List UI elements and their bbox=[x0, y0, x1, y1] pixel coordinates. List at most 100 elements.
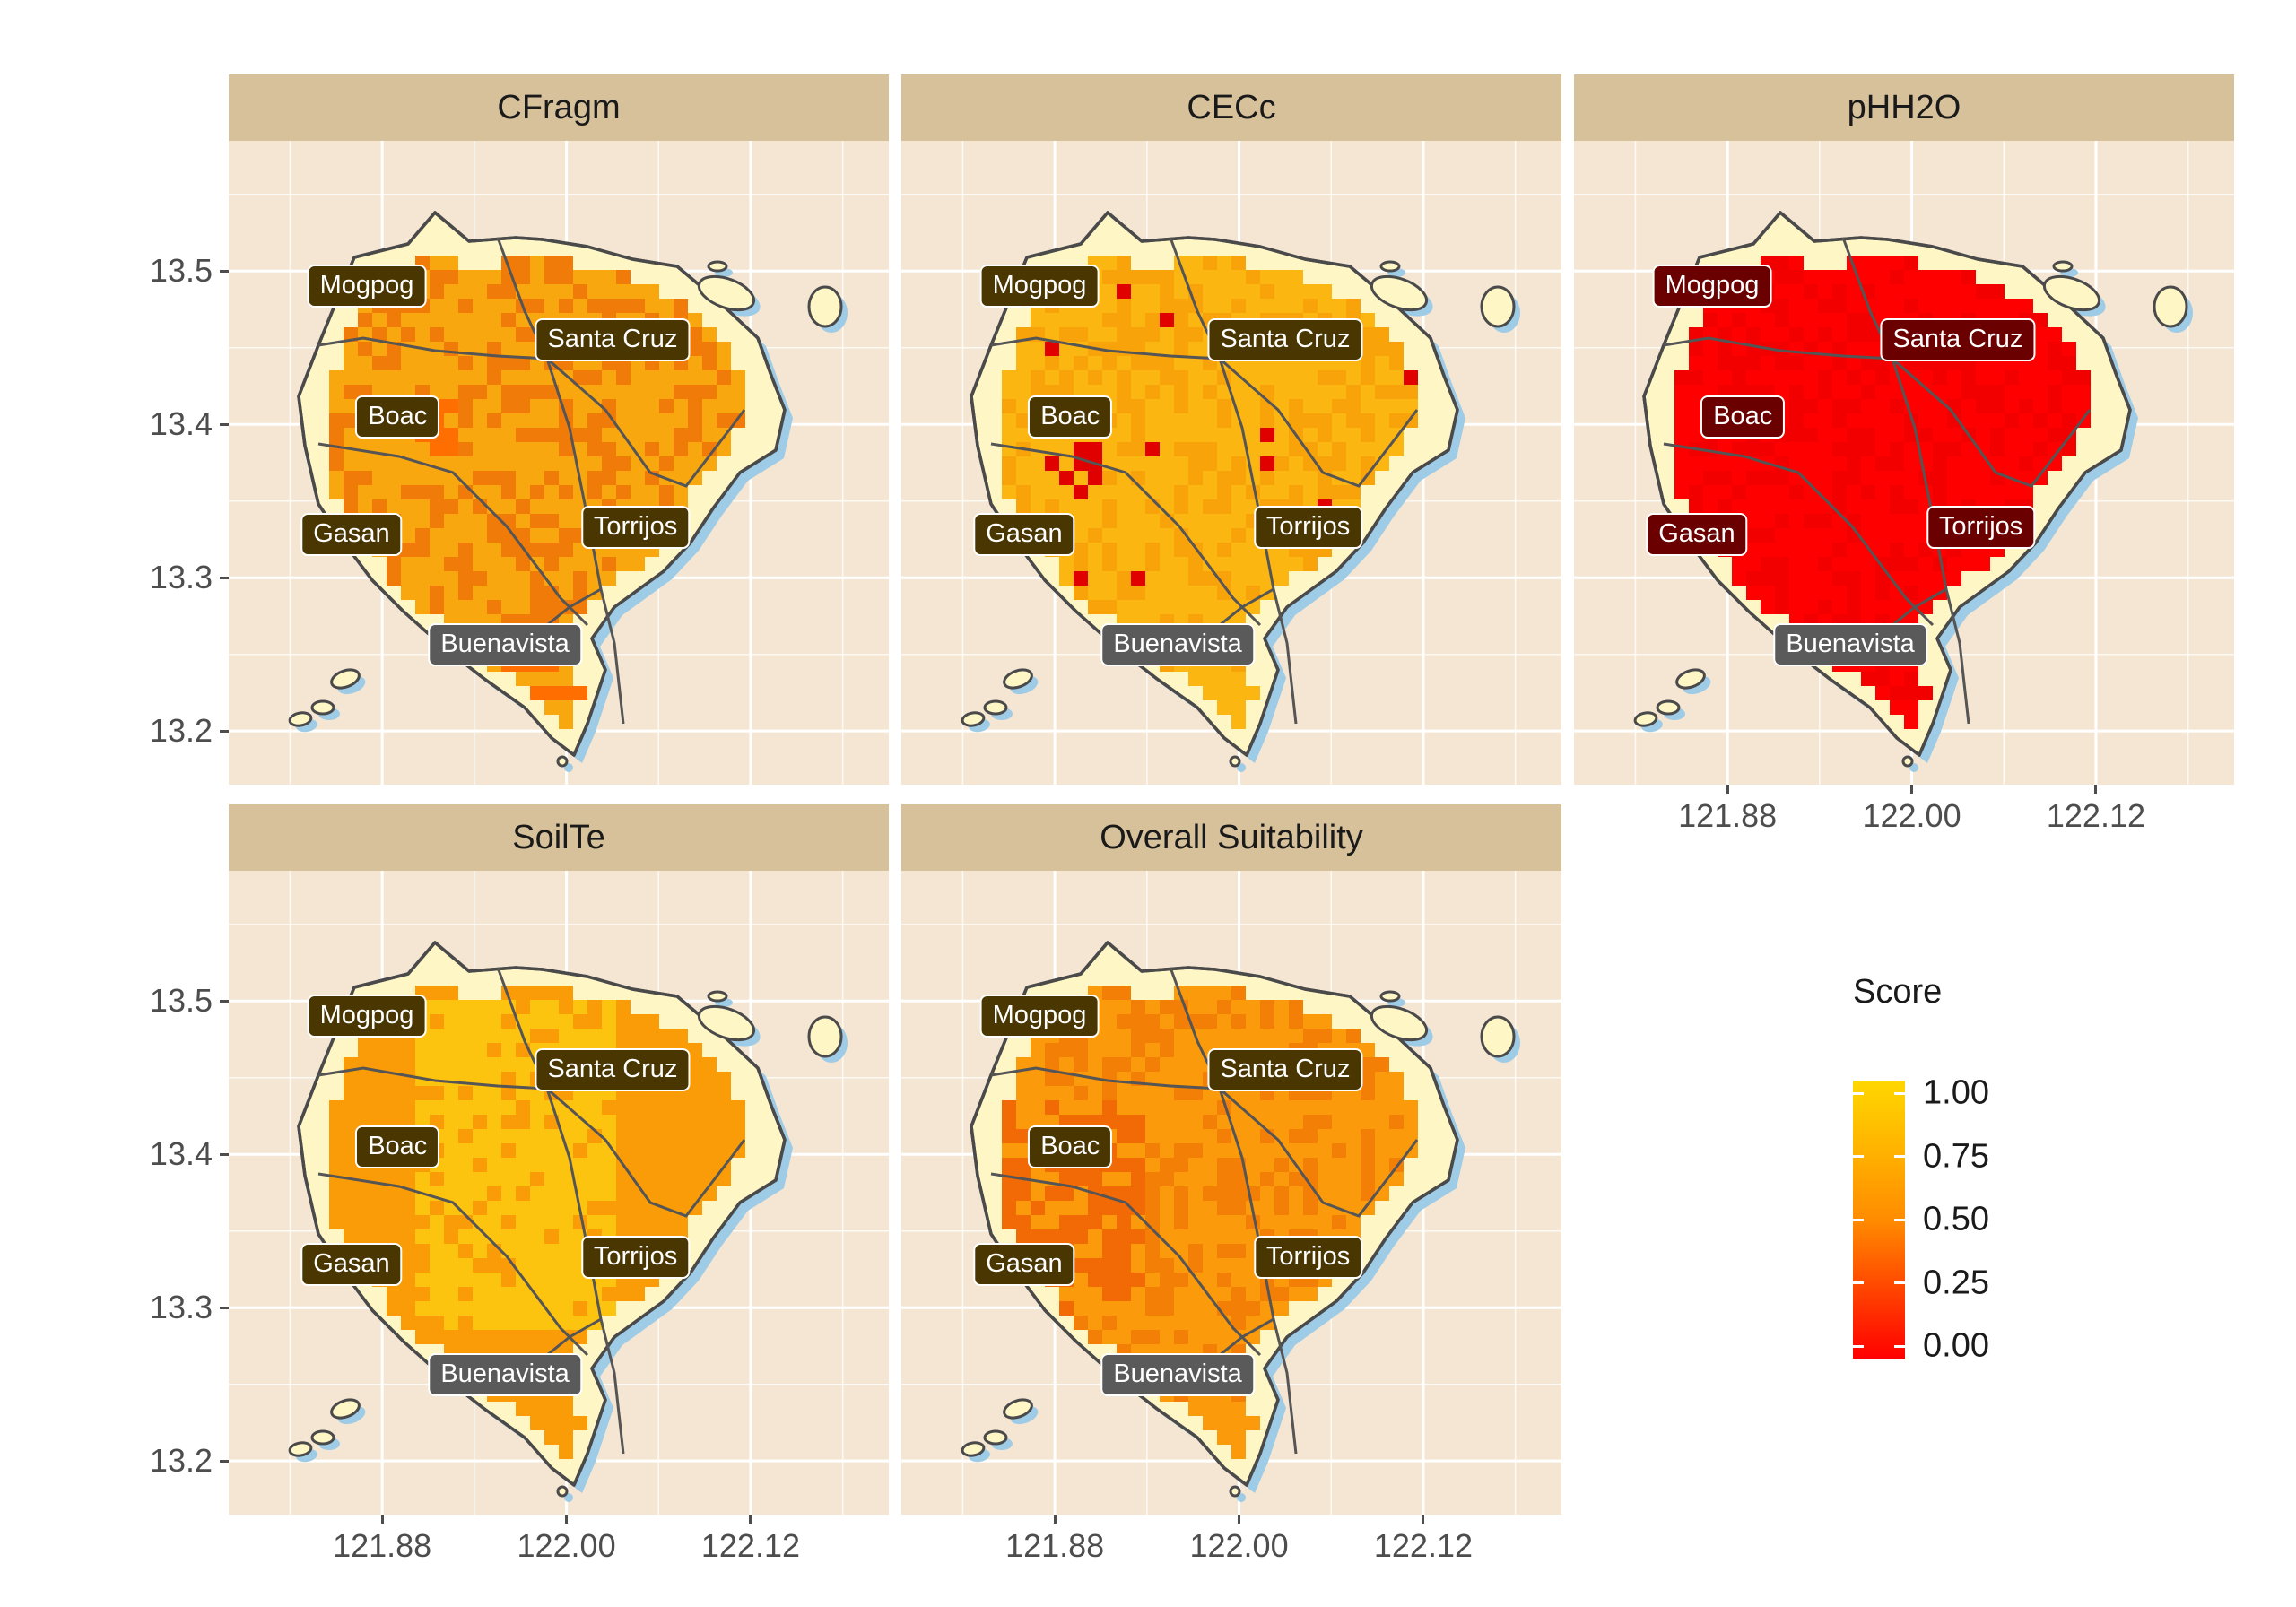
raster-cell bbox=[1160, 1201, 1174, 1215]
raster-cell bbox=[501, 385, 516, 399]
raster-cell bbox=[573, 586, 587, 600]
raster-cell bbox=[1818, 327, 1832, 342]
y-axis-label: 13.2 bbox=[149, 712, 213, 750]
raster-cell bbox=[559, 1000, 573, 1014]
raster-cell bbox=[1088, 1316, 1102, 1330]
raster-cell bbox=[1131, 1330, 1145, 1344]
raster-cell bbox=[516, 1086, 530, 1100]
municipality-label-buenavista: Buenavista bbox=[428, 1353, 582, 1397]
raster-cell bbox=[1832, 428, 1847, 442]
raster-cell bbox=[458, 299, 473, 313]
raster-cell bbox=[1145, 1172, 1160, 1186]
raster-cell bbox=[473, 557, 487, 571]
raster-cell bbox=[1761, 499, 1775, 514]
raster-cell bbox=[1847, 514, 1861, 528]
raster-cell bbox=[1102, 327, 1117, 342]
raster-cell bbox=[1274, 1215, 1289, 1229]
raster-cell bbox=[1231, 1287, 1246, 1301]
raster-cell bbox=[1102, 543, 1117, 557]
raster-cell bbox=[1332, 485, 1346, 499]
raster-cell bbox=[1102, 586, 1117, 600]
raster-cell bbox=[1775, 327, 1789, 342]
raster-cell bbox=[487, 1100, 501, 1115]
raster-cell bbox=[1160, 1258, 1174, 1273]
raster-cell bbox=[487, 1029, 501, 1043]
raster-cell bbox=[444, 456, 458, 471]
raster-cell bbox=[1102, 1100, 1117, 1115]
raster-cell bbox=[1117, 485, 1131, 499]
raster-cell bbox=[444, 313, 458, 327]
raster-cell bbox=[1689, 471, 1703, 485]
raster-cell bbox=[1088, 1043, 1102, 1057]
raster-cell bbox=[1059, 471, 1074, 485]
raster-cell bbox=[1117, 557, 1131, 571]
raster-cell bbox=[1203, 528, 1217, 543]
raster-cell bbox=[1002, 385, 1016, 399]
raster-cell bbox=[473, 313, 487, 327]
raster-cell bbox=[458, 1158, 473, 1172]
raster-cell bbox=[1303, 284, 1318, 299]
raster-cell bbox=[1145, 1287, 1160, 1301]
raster-cell bbox=[1260, 1186, 1274, 1201]
municipal-border bbox=[990, 1172, 1262, 1357]
raster-cell bbox=[530, 1186, 544, 1201]
raster-cell bbox=[1818, 270, 1832, 284]
raster-cell bbox=[1346, 1172, 1361, 1186]
municipality-label-buenavista: Buenavista bbox=[1100, 1353, 1255, 1397]
raster-cell bbox=[501, 1086, 516, 1100]
raster-cell bbox=[2033, 356, 2048, 370]
raster-cell bbox=[1303, 485, 1318, 499]
raster-cell bbox=[401, 1301, 415, 1316]
raster-cell bbox=[1016, 327, 1031, 342]
raster-cell bbox=[1875, 299, 1890, 313]
raster-cell bbox=[1875, 385, 1890, 399]
raster-cell bbox=[559, 1172, 573, 1186]
raster-cell bbox=[1246, 1416, 1260, 1430]
raster-cell bbox=[2005, 442, 2019, 456]
raster-cell bbox=[2033, 342, 2048, 356]
raster-cell bbox=[1847, 428, 1861, 442]
raster-cell bbox=[1217, 1029, 1231, 1043]
raster-cell bbox=[1217, 700, 1231, 715]
raster-cell bbox=[602, 1029, 616, 1043]
raster-cell bbox=[458, 1186, 473, 1201]
raster-cell bbox=[415, 1258, 430, 1273]
raster-cell bbox=[2033, 428, 2048, 442]
raster-cell bbox=[1404, 1115, 1418, 1129]
raster-cell bbox=[1088, 356, 1102, 370]
raster-cell bbox=[659, 456, 674, 471]
raster-cell bbox=[1102, 1258, 1117, 1273]
raster-cell bbox=[458, 456, 473, 471]
raster-cell bbox=[344, 1229, 358, 1244]
raster-cell bbox=[473, 1301, 487, 1316]
raster-cell bbox=[401, 1244, 415, 1258]
raster-cell bbox=[444, 1143, 458, 1158]
raster-cell bbox=[344, 1143, 358, 1158]
raster-cell bbox=[1804, 557, 1818, 571]
raster-cell bbox=[1890, 299, 1904, 313]
raster-cell bbox=[1016, 1158, 1031, 1172]
raster-cell bbox=[1074, 442, 1088, 456]
raster-cell bbox=[401, 356, 415, 370]
raster-cell bbox=[1274, 428, 1289, 442]
raster-cell bbox=[1289, 413, 1303, 428]
raster-cell bbox=[559, 600, 573, 614]
raster-cell bbox=[430, 1000, 444, 1014]
raster-cell bbox=[645, 385, 659, 399]
raster-cell bbox=[1289, 1014, 1303, 1029]
raster-cell bbox=[573, 1287, 587, 1301]
raster-cell bbox=[1718, 471, 1732, 485]
raster-cell bbox=[1117, 1143, 1131, 1158]
raster-cell bbox=[631, 1215, 645, 1229]
raster-cell bbox=[458, 1273, 473, 1287]
raster-cell bbox=[559, 1115, 573, 1129]
raster-cell bbox=[559, 499, 573, 514]
raster-cell bbox=[1346, 485, 1361, 499]
raster-cell bbox=[2076, 399, 2091, 413]
raster-cell bbox=[1059, 557, 1074, 571]
raster-cell bbox=[487, 1330, 501, 1344]
raster-cell bbox=[444, 1000, 458, 1014]
raster-cell bbox=[559, 543, 573, 557]
raster-cell bbox=[1746, 557, 1761, 571]
raster-cell bbox=[444, 284, 458, 299]
